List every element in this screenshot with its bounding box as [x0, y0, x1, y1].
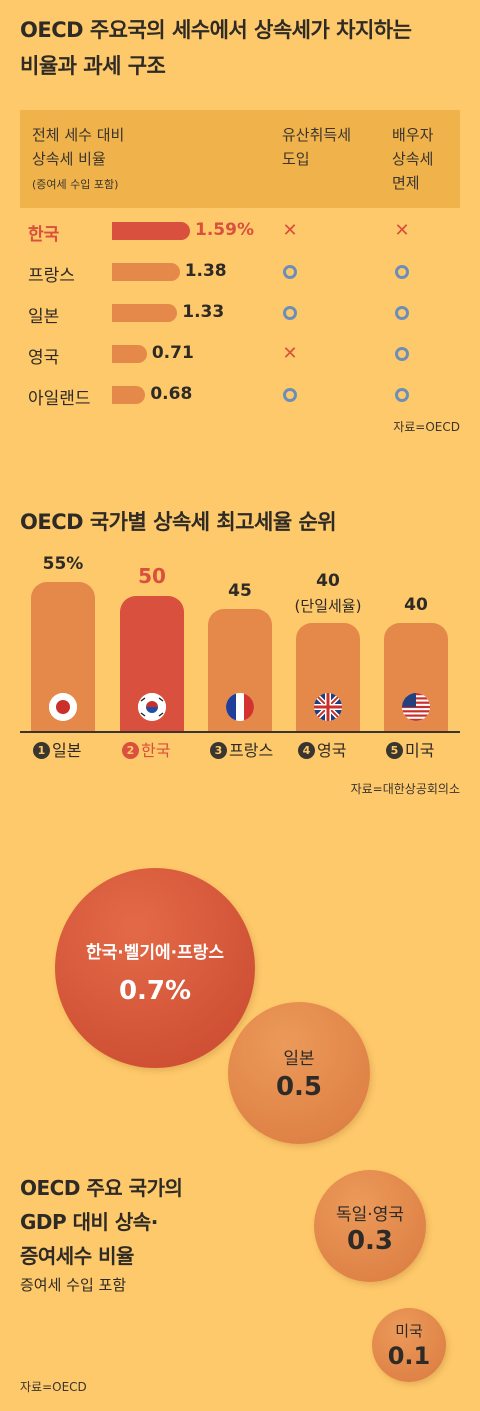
column-value-label: 55% — [42, 554, 84, 574]
column-value-label: 40 — [316, 570, 340, 591]
bubble-value: 0.5 — [275, 1072, 323, 1102]
usa-flag — [402, 693, 430, 721]
table-header: 전체 세수 대비 상속세 비율 (증여세 수입 포함) 유산취득세 도입 배우자… — [20, 110, 460, 208]
column-category-label: 2 한국 — [122, 737, 170, 761]
bubble-usa: 미국 0.1 — [372, 1308, 446, 1382]
chart-baseline — [20, 731, 460, 733]
bubble-value: 0.7% — [118, 976, 192, 1006]
section3-source: 자료=OECD — [20, 1380, 87, 1394]
bar — [112, 386, 146, 404]
header-col1-note: (증여세 수입 포함) — [32, 178, 119, 191]
spouse-exempt-mark — [395, 347, 409, 361]
japan-flag — [49, 693, 77, 721]
column-category-label: 4 영국 — [298, 737, 346, 761]
section3-title-line2: GDP 대비 상속· — [20, 1210, 158, 1234]
no-acq-tax-mark: ✕ — [282, 343, 298, 364]
rank-badge: 1 — [33, 742, 50, 759]
korea-flag — [138, 693, 166, 721]
column-category-label: 1 일본 — [33, 737, 81, 761]
bubble-korea-belgium-france: 한국·벨기에·프랑스 0.7% — [55, 868, 255, 1068]
bar — [112, 304, 178, 322]
header-col1-line2: 상속세 비율 — [32, 150, 106, 168]
section3-subtitle: 증여세 수입 포함 — [20, 1276, 127, 1294]
row-label: 아일랜드 — [28, 389, 91, 409]
rank-badge: 3 — [210, 742, 227, 759]
no-spouse-exempt-mark: ✕ — [394, 220, 410, 241]
column-value-label: 40 — [404, 594, 428, 615]
category-name: 일본 — [52, 741, 82, 760]
section3-title-line3: 증여세수 비율 — [20, 1244, 134, 1268]
rank-badge: 5 — [386, 742, 403, 759]
uk-flag — [314, 693, 342, 721]
bar-value-label: 0.68 — [150, 384, 193, 404]
france-flag — [226, 693, 254, 721]
section2-title: OECD 국가별 상속세 최고세율 순위 — [20, 510, 337, 534]
header-col3-line2: 상속세 — [392, 150, 434, 168]
bubble-label: 독일·영국 — [336, 1205, 404, 1225]
section2-source: 자료=대한상공회의소 — [350, 782, 460, 796]
section1-source: 자료=OECD — [393, 420, 460, 434]
bubble-value: 0.1 — [387, 1342, 431, 1370]
column-category-label: 5 미국 — [386, 737, 434, 761]
row-label: 일본 — [28, 307, 60, 327]
bar-value-label: 1.59% — [195, 220, 254, 240]
column-value-label: 45 — [228, 581, 252, 602]
category-name: 한국 — [141, 741, 171, 760]
header-col2-line1: 유산취득세 — [282, 126, 352, 144]
section1-title-line1: OECD 주요국의 세수에서 상속세가 차지하는 — [20, 18, 412, 42]
bubble-value: 0.3 — [346, 1226, 394, 1256]
spouse-exempt-mark — [395, 306, 409, 320]
spouse-exempt-mark — [395, 388, 409, 402]
bar — [112, 222, 190, 240]
bubble-label: 일본 — [283, 1049, 315, 1069]
column-value-label: 50 — [138, 563, 166, 588]
rank-badge: 2 — [122, 742, 139, 759]
section1-title-line2: 비율과 과세 구조 — [20, 54, 166, 78]
header-col2-line2: 도입 — [282, 150, 310, 168]
no-acq-tax-mark: ✕ — [282, 220, 298, 241]
rank-badge: 4 — [298, 742, 315, 759]
spouse-exempt-mark — [395, 265, 409, 279]
column-note: (단일세율) — [294, 596, 362, 615]
header-col1-line1: 전체 세수 대비 — [32, 126, 125, 144]
acq-tax-mark — [283, 388, 297, 402]
category-name: 프랑스 — [229, 741, 274, 760]
header-col3-line3: 면제 — [392, 174, 420, 192]
bar-value-label: 0.71 — [151, 343, 194, 363]
bubble-label: 한국·벨기에·프랑스 — [85, 943, 225, 963]
category-name: 미국 — [405, 741, 435, 760]
row-label: 영국 — [28, 348, 60, 368]
column-category-label: 3 프랑스 — [210, 737, 273, 761]
category-name: 영국 — [317, 741, 347, 760]
bar — [112, 345, 147, 363]
bubble-germany-uk: 독일·영국 0.3 — [314, 1170, 426, 1282]
row-label: 프랑스 — [28, 266, 75, 286]
row-label: 한국 — [28, 225, 60, 245]
acq-tax-mark — [283, 265, 297, 279]
bubble-japan: 일본 0.5 — [228, 1002, 370, 1144]
acq-tax-mark — [283, 306, 297, 320]
bar — [112, 263, 180, 281]
bar-value-label: 1.33 — [182, 302, 225, 322]
section3-title-line1: OECD 주요 국가의 — [20, 1176, 183, 1200]
bubble-label: 미국 — [395, 1322, 423, 1340]
bar-value-label: 1.38 — [184, 261, 227, 281]
header-col3-line1: 배우자 — [392, 126, 434, 144]
